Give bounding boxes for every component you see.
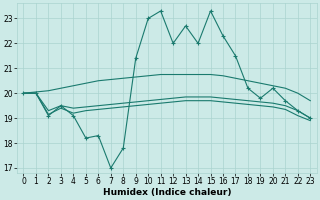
X-axis label: Humidex (Indice chaleur): Humidex (Indice chaleur) <box>103 188 231 197</box>
